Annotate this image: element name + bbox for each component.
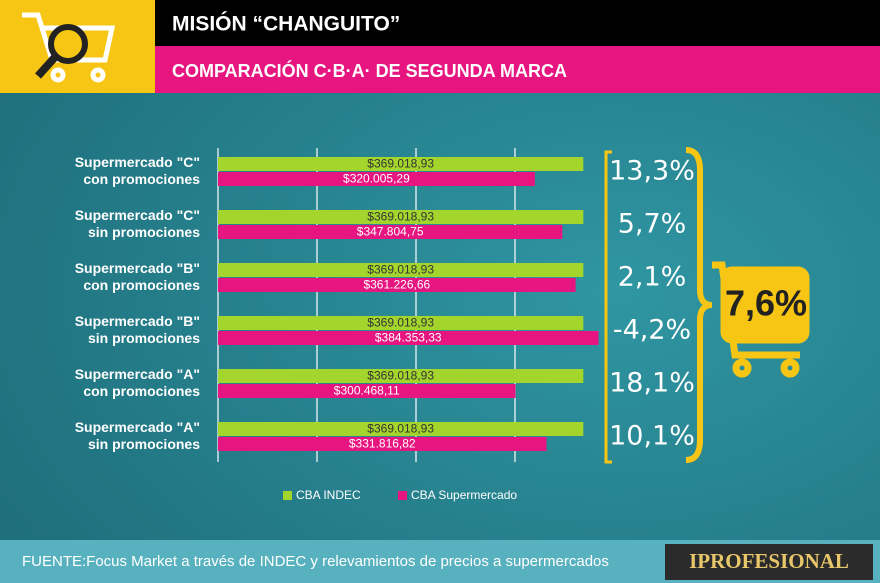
- category-line: Supermercado "B": [75, 313, 200, 329]
- value-label: $369.018,93: [367, 210, 434, 224]
- value-label: $331.816,82: [349, 437, 416, 451]
- bar: [218, 331, 599, 345]
- value-label: $369.018,93: [367, 316, 434, 330]
- value-label: $369.018,93: [367, 157, 434, 171]
- value-label: $369.018,93: [367, 369, 434, 383]
- category-label: Supermercado "B" con promociones: [75, 260, 201, 293]
- difference: 10,1%: [609, 421, 695, 452]
- category-line: sin promociones: [88, 330, 200, 346]
- difference: -4,2%: [613, 315, 691, 346]
- category-line: Supermercado "B": [75, 260, 200, 276]
- value-label: $320.005,29: [343, 172, 410, 186]
- legend-swatch: [398, 491, 407, 500]
- category-line: Supermercado "C": [75, 207, 200, 223]
- bar: [218, 316, 584, 330]
- bracket: [604, 150, 612, 464]
- brand: IPROFESIONAL: [689, 549, 849, 573]
- value-label: $384.353,33: [375, 331, 442, 345]
- category-line: sin promociones: [88, 436, 200, 452]
- subtitle: COMPARACIÓN C·B·A· DE SEGUNDA MARCA: [172, 60, 567, 81]
- legend-label: CBA INDEC: [296, 488, 361, 502]
- bar: [218, 422, 584, 436]
- bar: [218, 172, 535, 186]
- bar: [218, 225, 563, 239]
- total-cart: [712, 261, 810, 378]
- value-label: $300.468,11: [334, 384, 400, 398]
- total: 7,6%: [725, 283, 807, 324]
- bar: [218, 263, 584, 277]
- cart-icon: [22, 12, 116, 83]
- category-label: Supermercado "A" sin promociones: [75, 419, 201, 452]
- bar: [218, 157, 584, 171]
- category-line: con promociones: [83, 383, 200, 399]
- bar: [218, 278, 576, 292]
- value-label: $369.018,93: [367, 422, 434, 436]
- bar: [218, 369, 584, 383]
- legend-label: CBA Supermercado: [411, 488, 517, 502]
- title-bar: [155, 0, 880, 46]
- difference: 13,3%: [609, 156, 695, 187]
- bar: [218, 437, 547, 451]
- category-line: Supermercado "C": [75, 154, 200, 170]
- source: FUENTE:Focus Market a través de INDEC y …: [22, 553, 609, 570]
- category-label: Supermercado "C" con promociones: [75, 154, 201, 187]
- bar: [218, 210, 584, 224]
- difference: 18,1%: [609, 368, 695, 399]
- difference: 2,1%: [618, 262, 687, 293]
- value-label: $347.804,75: [357, 225, 424, 239]
- category-line: Supermercado "A": [75, 419, 200, 435]
- category-line: con promociones: [83, 171, 200, 187]
- category-line: sin promociones: [88, 224, 200, 240]
- difference: 5,7%: [618, 209, 687, 240]
- value-label: $369.018,93: [367, 263, 434, 277]
- category-line: Supermercado "A": [75, 366, 200, 382]
- brace: [685, 147, 713, 463]
- category-label: Supermercado "A" con promociones: [75, 366, 201, 399]
- category-label: Supermercado "C" sin promociones: [75, 207, 201, 240]
- bar: [218, 384, 516, 398]
- title: MISIÓN “CHANGUITO”: [172, 12, 400, 36]
- category-label: Supermercado "B" sin promociones: [75, 313, 201, 346]
- value-label: $361.226,66: [363, 278, 430, 292]
- subtitle-bar: [155, 46, 880, 93]
- brand-box: [665, 544, 873, 580]
- legend-swatch: [283, 491, 292, 500]
- category-line: con promociones: [83, 277, 200, 293]
- plot: Supermercado "C" con promociones$369.018,…: [75, 148, 695, 502]
